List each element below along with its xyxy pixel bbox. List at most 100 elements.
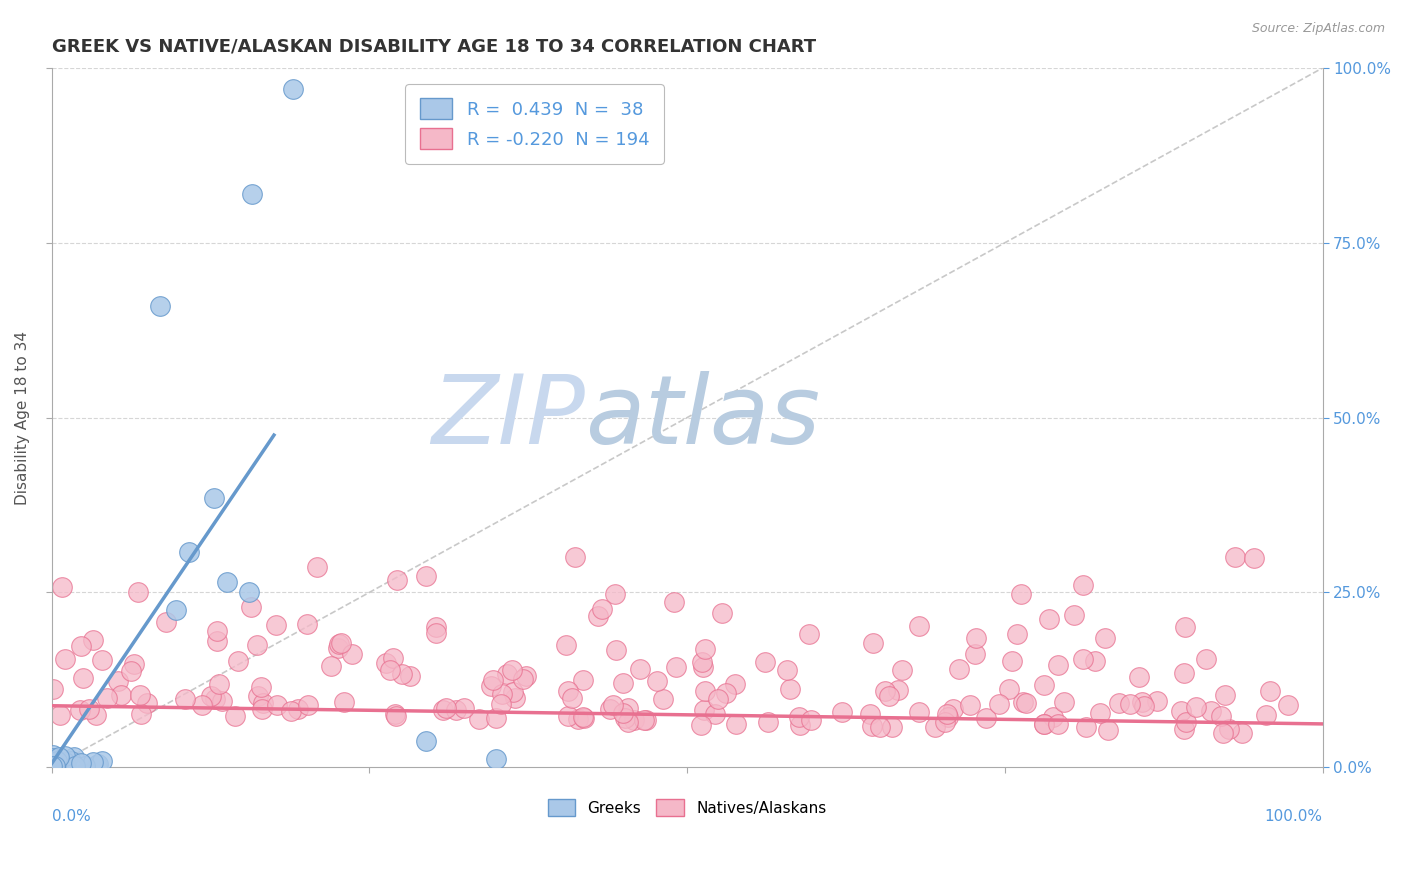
Point — [42, 682, 65, 697]
Point — [453, 700, 475, 714]
Point — [664, 595, 686, 609]
Point — [491, 687, 513, 701]
Point — [46, 760, 69, 774]
Point — [1243, 550, 1265, 565]
Legend: Greeks, Natives/Alaskans: Greeks, Natives/Alaskans — [541, 793, 832, 822]
Point — [1053, 695, 1076, 709]
Point — [942, 702, 965, 716]
Point — [1258, 684, 1281, 698]
Point — [1010, 587, 1032, 601]
Point — [84, 708, 107, 723]
Point — [1033, 717, 1056, 731]
Point — [63, 759, 86, 773]
Point — [1130, 695, 1153, 709]
Point — [623, 714, 645, 728]
Point — [628, 662, 651, 676]
Point — [617, 700, 640, 714]
Text: GREEK VS NATIVE/ALASKAN DISABILITY AGE 18 TO 34 CORRELATION CHART: GREEK VS NATIVE/ALASKAN DISABILITY AGE 1… — [52, 37, 815, 55]
Point — [561, 690, 583, 705]
Point — [1211, 708, 1233, 723]
Point — [704, 707, 727, 722]
Point — [135, 696, 157, 710]
Point — [651, 691, 673, 706]
Point — [789, 718, 811, 732]
Point — [120, 664, 142, 678]
Point — [46, 760, 69, 774]
Point — [129, 688, 152, 702]
Point — [374, 656, 396, 670]
Point — [391, 666, 413, 681]
Point — [208, 677, 231, 691]
Point — [48, 749, 70, 764]
Point — [44, 759, 66, 773]
Point — [936, 710, 959, 724]
Point — [779, 681, 801, 696]
Point — [1108, 696, 1130, 710]
Point — [695, 642, 717, 657]
Point — [307, 560, 329, 574]
Point — [65, 759, 87, 773]
Point — [53, 652, 76, 666]
Point — [246, 638, 269, 652]
Point — [1097, 723, 1119, 737]
Point — [859, 706, 882, 721]
Point — [378, 663, 401, 677]
Point — [110, 688, 132, 702]
Point — [1042, 710, 1064, 724]
Point — [42, 747, 65, 762]
Point — [425, 620, 447, 634]
Point — [987, 697, 1010, 711]
Point — [714, 686, 737, 700]
Point — [1173, 722, 1195, 736]
Point — [295, 617, 318, 632]
Point — [1212, 726, 1234, 740]
Point — [415, 569, 437, 583]
Point — [281, 82, 304, 96]
Point — [557, 709, 579, 723]
Point — [382, 650, 405, 665]
Point — [489, 697, 512, 711]
Point — [127, 585, 149, 599]
Point — [572, 709, 595, 723]
Point — [936, 706, 959, 721]
Point — [240, 600, 263, 615]
Point — [1128, 670, 1150, 684]
Point — [948, 662, 970, 676]
Point — [60, 760, 83, 774]
Point — [250, 702, 273, 716]
Point — [63, 750, 86, 764]
Point — [482, 673, 505, 687]
Point — [215, 574, 238, 589]
Point — [75, 759, 97, 773]
Point — [963, 648, 986, 662]
Point — [612, 675, 634, 690]
Point — [328, 637, 350, 651]
Point — [200, 689, 222, 703]
Point — [891, 663, 914, 677]
Point — [122, 657, 145, 671]
Point — [555, 638, 578, 652]
Point — [797, 627, 820, 641]
Point — [444, 703, 467, 717]
Point — [82, 633, 104, 648]
Point — [49, 707, 72, 722]
Point — [692, 659, 714, 673]
Point — [207, 634, 229, 648]
Point — [69, 703, 91, 717]
Point — [1173, 620, 1195, 634]
Point — [297, 698, 319, 713]
Point — [557, 683, 579, 698]
Point — [1170, 704, 1192, 718]
Point — [707, 692, 730, 706]
Point — [72, 671, 94, 685]
Point — [1185, 700, 1208, 714]
Point — [280, 704, 302, 718]
Point — [605, 643, 627, 657]
Point — [42, 751, 65, 765]
Point — [665, 659, 688, 673]
Point — [1001, 655, 1024, 669]
Point — [787, 710, 810, 724]
Point — [266, 618, 288, 632]
Point — [1005, 627, 1028, 641]
Point — [202, 491, 225, 505]
